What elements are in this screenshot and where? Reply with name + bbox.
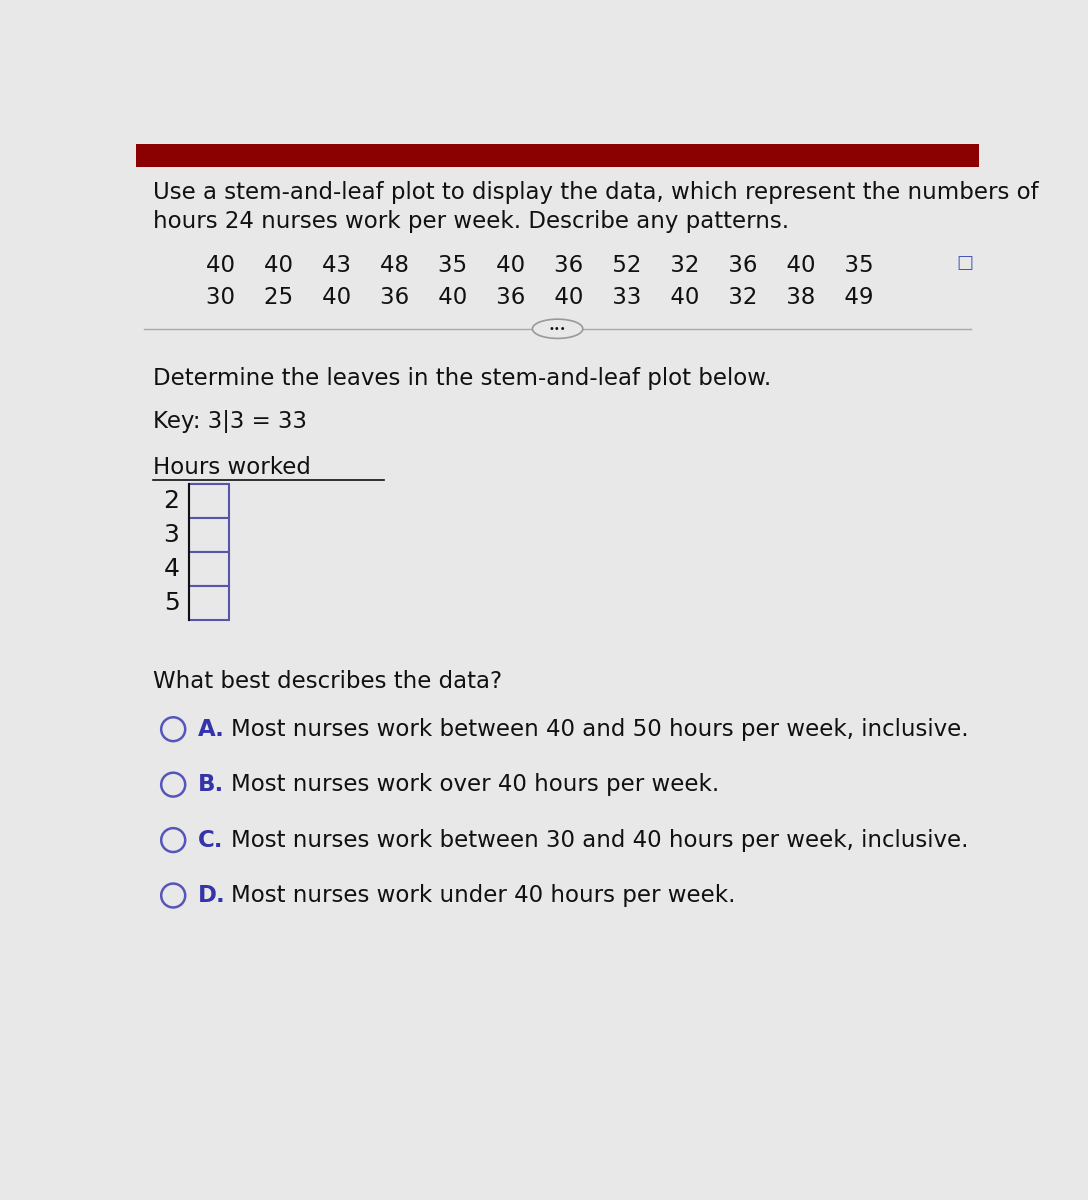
Bar [188,552,228,586]
Text: 2: 2 [163,490,180,514]
Text: Determine the leaves in the stem-and-leaf plot below.: Determine the leaves in the stem-and-lea… [153,367,771,390]
Ellipse shape [532,319,583,338]
Text: Most nurses work between 40 and 50 hours per week, inclusive.: Most nurses work between 40 and 50 hours… [231,718,968,740]
Bar [188,518,228,552]
Text: 3: 3 [163,523,180,547]
Text: 40    40    43    48    35    40    36    52    32    36    40    35: 40 40 43 48 35 40 36 52 32 36 40 35 [206,254,874,277]
Text: Most nurses work under 40 hours per week.: Most nurses work under 40 hours per week… [231,884,735,907]
Bar [188,586,228,620]
Text: B.: B. [198,773,224,796]
Text: hours 24 nurses work per week. Describe any patterns.: hours 24 nurses work per week. Describe … [153,210,789,233]
Text: •••: ••• [548,324,567,334]
Text: 4: 4 [163,557,180,581]
Text: 5: 5 [163,590,180,614]
Text: Use a stem-and-leaf plot to display the data, which represent the numbers of: Use a stem-and-leaf plot to display the … [153,181,1039,204]
Text: Most nurses work over 40 hours per week.: Most nurses work over 40 hours per week. [231,773,719,796]
Text: Most nurses work between 30 and 40 hours per week, inclusive.: Most nurses work between 30 and 40 hours… [231,828,968,852]
Text: 30    25    40    36    40    36    40    33    40    32    38    49: 30 25 40 36 40 36 40 33 40 32 38 49 [206,287,874,310]
Bar [188,485,228,518]
Text: A.: A. [198,718,225,740]
Text: D.: D. [198,884,225,907]
Bar [136,144,979,167]
Text: C.: C. [198,828,223,852]
Text: □: □ [956,254,973,272]
Text: Hours worked: Hours worked [153,456,311,479]
Text: Key: 3|3 = 33: Key: 3|3 = 33 [153,409,307,433]
Text: What best describes the data?: What best describes the data? [153,670,503,692]
